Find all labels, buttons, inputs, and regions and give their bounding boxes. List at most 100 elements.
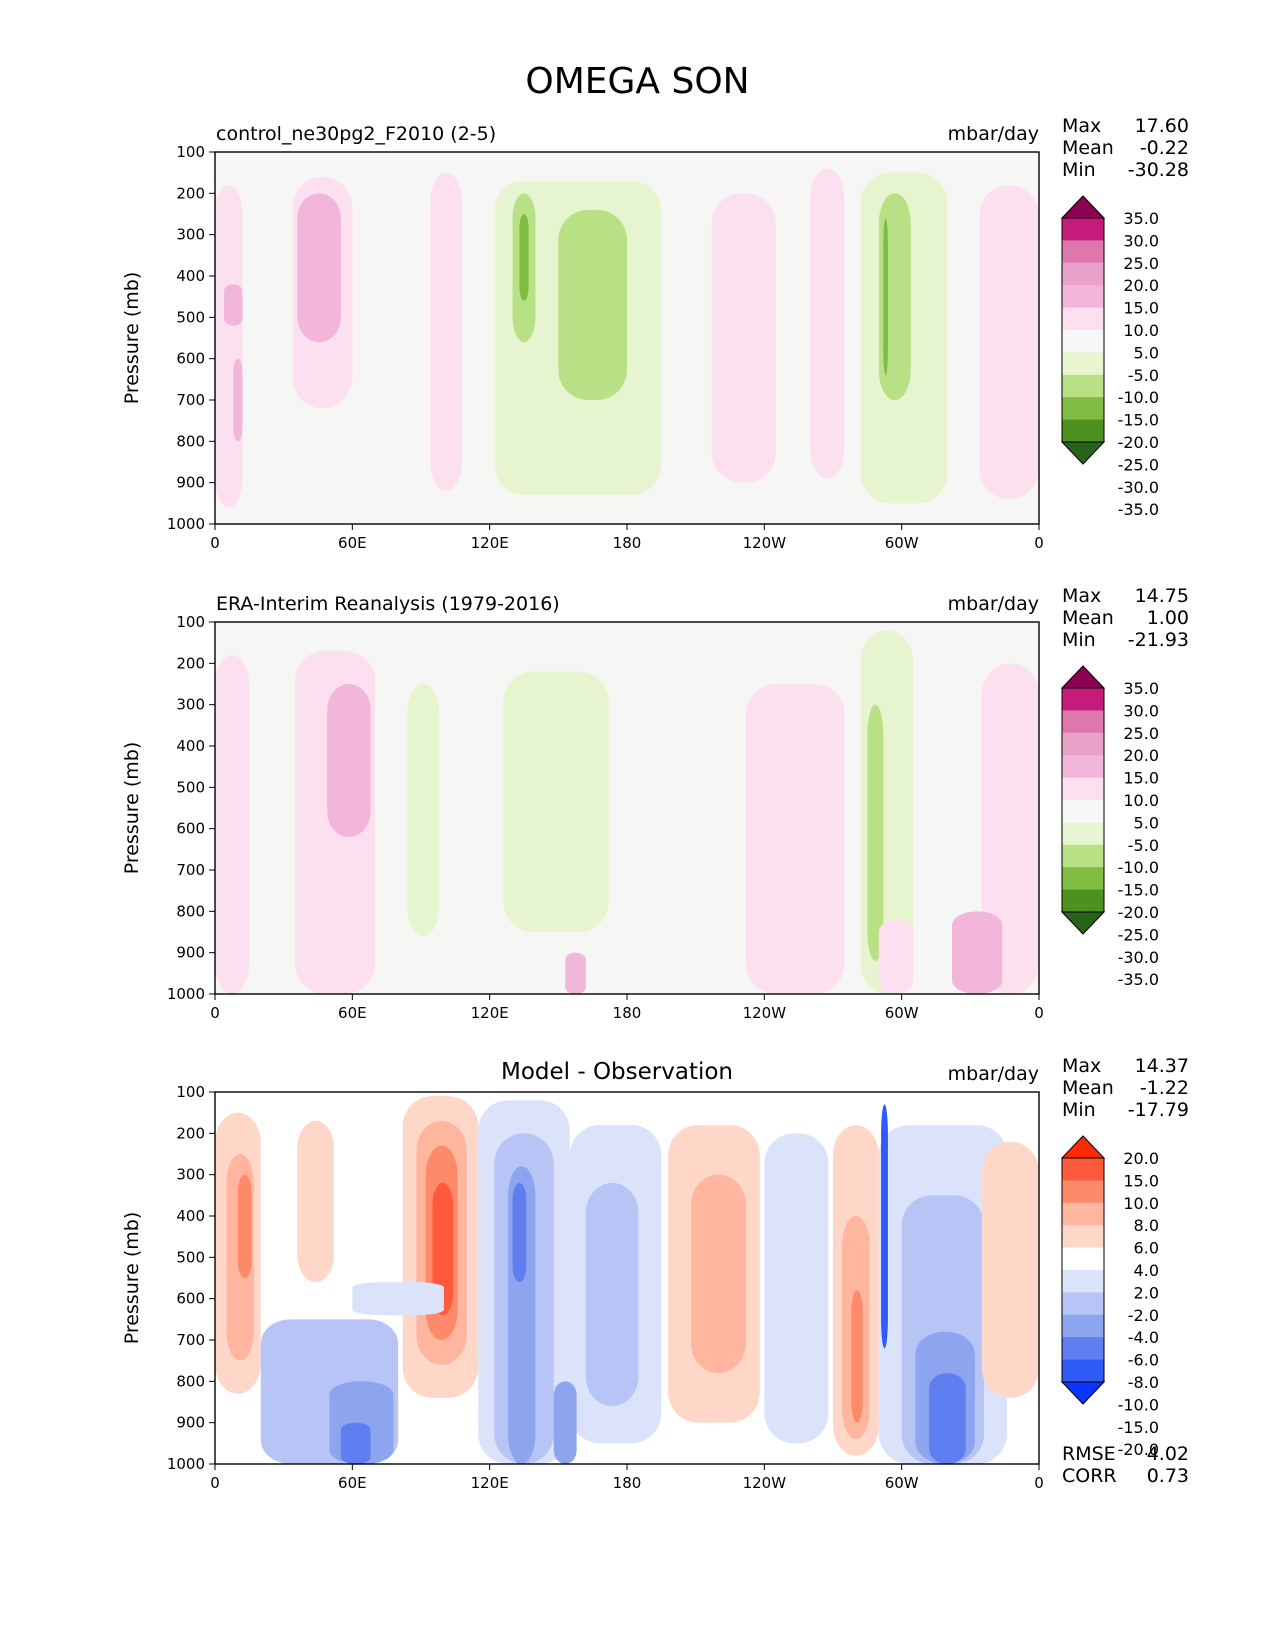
x-tick-label: 180 (613, 1004, 642, 1022)
colorbar-bin (1062, 732, 1104, 756)
y-tick-label: 700 (176, 391, 205, 409)
contour-region (224, 284, 243, 326)
colorbar-label: -5.0 (1128, 366, 1159, 385)
colorbar-label: -35.0 (1118, 970, 1159, 989)
colorbar-label: -2.0 (1128, 1306, 1159, 1325)
contour-region (352, 1282, 444, 1316)
x-tick-label: 180 (613, 1474, 642, 1492)
x-tick-label: 0 (1034, 1474, 1044, 1492)
x-tick-label: 180 (613, 534, 642, 552)
contour-region (432, 1182, 454, 1316)
contour-region (711, 193, 776, 483)
colorbar-bin (1062, 1359, 1104, 1383)
colorbar-label: 10.0 (1123, 1194, 1159, 1213)
colorbar-label: 35.0 (1123, 679, 1159, 698)
colorbar-label: -15.0 (1118, 1418, 1159, 1437)
colorbar-bin (1062, 352, 1104, 376)
x-tick-label: 60W (885, 534, 919, 552)
colorbar-label: -10.0 (1118, 1395, 1159, 1414)
stat-label: Max (1062, 1055, 1101, 1077)
colorbar-bin (1062, 285, 1104, 309)
colorbar-label: 2.0 (1134, 1283, 1159, 1302)
stat-value: 17.60 (1135, 115, 1189, 137)
colorbar-extend-bottom (1060, 911, 1106, 935)
contour-region (867, 704, 884, 961)
x-tick-label: 120E (471, 534, 509, 552)
stat-value: 14.37 (1135, 1055, 1189, 1077)
contour-region (979, 185, 1039, 500)
contour-region (297, 1120, 335, 1283)
colorbar-extend-top (1060, 1135, 1106, 1159)
panel-observation: 100 200 300 400 500 600 700 800 900 1000 0 60E 120E 1… (121, 585, 1189, 1022)
contour-region (810, 168, 845, 479)
colorbar-label: -20.0 (1118, 1440, 1159, 1459)
contour-region (883, 218, 888, 376)
y-tick-label: 600 (176, 1290, 205, 1308)
colorbar-label: -25.0 (1118, 455, 1159, 474)
contour-region (558, 209, 627, 400)
y-tick-label: 900 (176, 944, 205, 962)
contour-region (430, 172, 463, 491)
panel-title: control_ne30pg2_F2010 (2-5) (216, 123, 496, 145)
stat-label: Max (1062, 585, 1101, 607)
y-tick-label: 1000 (167, 1455, 205, 1473)
stat-value: -0.22 (1140, 137, 1189, 159)
contour-region (233, 358, 243, 442)
contour-region (746, 684, 845, 994)
stat-label: Mean (1062, 1077, 1114, 1099)
colorbar-bin (1062, 1202, 1104, 1226)
stat-value: 14.75 (1135, 585, 1189, 607)
y-tick-label: 500 (176, 778, 205, 796)
contour-region (691, 1174, 747, 1374)
colorbar-label: -10.0 (1118, 388, 1159, 407)
colorbar-label: -5.0 (1128, 836, 1159, 855)
colorbar-label: -20.0 (1118, 433, 1159, 452)
y-tick-label: 400 (176, 1207, 205, 1225)
panel-model: 100 200 300 400 500 600 700 800 900 1000 0 60E 120E 1… (121, 115, 1189, 552)
panel-units: mbar/day (948, 1063, 1039, 1085)
colorbar-label: 35.0 (1123, 209, 1159, 228)
y-tick-label: 100 (176, 613, 205, 631)
x-tick-label: 120W (743, 1004, 787, 1022)
colorbar-label: -15.0 (1118, 881, 1159, 900)
colorbar-bin (1062, 889, 1104, 913)
y-tick-label: 600 (176, 350, 205, 368)
y-tick-label: 100 (176, 1083, 205, 1101)
colorbar-extend-top (1060, 195, 1106, 219)
panel-difference: 100 200 300 400 500 600 700 800 900 1000 0 60E 120E 1… (121, 1055, 1189, 1492)
colorbar-bin (1062, 755, 1104, 779)
colorbar-label: 20.0 (1123, 1149, 1159, 1168)
colorbar-label: -20.0 (1118, 903, 1159, 922)
colorbar-label: 10.0 (1123, 321, 1159, 340)
contour-region (553, 1381, 577, 1464)
x-tick-label: 120W (743, 534, 787, 552)
y-axis-label: Pressure (mb) (121, 272, 143, 405)
stat-label: Max (1062, 115, 1101, 137)
colorbar-label: 5.0 (1134, 813, 1159, 832)
y-tick-label: 900 (176, 474, 205, 492)
contour-fields (215, 1096, 1039, 1464)
colorbar-bin (1062, 1292, 1104, 1316)
colorbar-label: 25.0 (1123, 254, 1159, 273)
y-tick-label: 800 (176, 1372, 205, 1390)
x-tick-label: 120E (471, 1004, 509, 1022)
x-tick-label: 0 (1034, 534, 1044, 552)
x-tick-label: 60E (338, 1474, 367, 1492)
colorbar-bin (1062, 1247, 1104, 1271)
y-axis-label: Pressure (mb) (121, 742, 143, 875)
contour-region (981, 663, 1039, 994)
contour-region (407, 684, 440, 937)
y-tick-label: 1000 (167, 985, 205, 1003)
colorbar-bin (1062, 397, 1104, 421)
contour-region (764, 1133, 829, 1444)
colorbar-label: -30.0 (1118, 478, 1159, 497)
colorbar-label: 10.0 (1123, 791, 1159, 810)
contour-region (512, 1182, 527, 1283)
colorbar-bin (1062, 419, 1104, 443)
contour-region (340, 1422, 371, 1464)
colorbar-bin (1062, 1225, 1104, 1249)
colorbar-bin (1062, 374, 1104, 398)
colorbar-extend-bottom (1060, 441, 1106, 465)
contour-fields (215, 630, 1039, 994)
